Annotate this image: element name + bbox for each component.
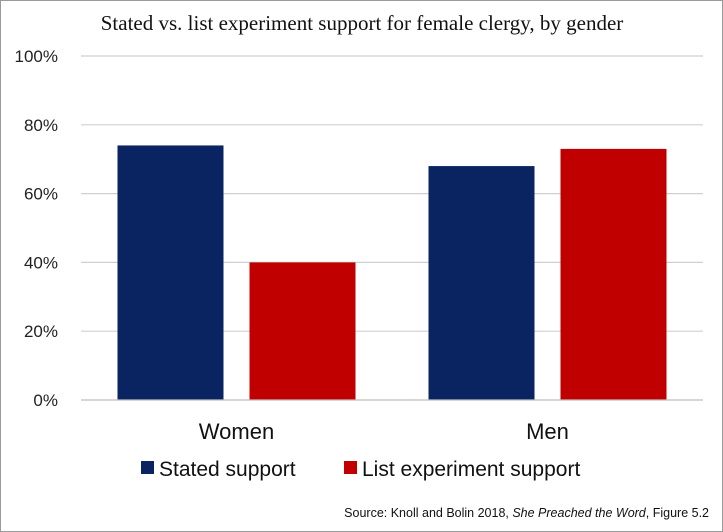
x-category-label: Women [199, 419, 274, 444]
bar-men-list-experiment [560, 148, 667, 400]
bar-women-list-experiment [249, 262, 356, 400]
legend-label: List experiment support [362, 458, 580, 481]
x-category-label: Men [526, 419, 569, 444]
y-tick-label: 0% [33, 391, 58, 410]
y-tick-label: 40% [24, 253, 58, 272]
chart-title: Stated vs. list experiment support for f… [101, 11, 624, 35]
y-tick-label: 100% [15, 47, 58, 66]
source-prefix: Source: Knoll and Bolin 2018, [344, 506, 512, 520]
bar-women-stated [117, 145, 224, 400]
y-tick-label: 80% [24, 116, 58, 135]
bar-men-stated [428, 166, 535, 400]
y-tick-label: 60% [24, 185, 58, 204]
y-tick-label: 20% [24, 322, 58, 341]
source-note: Source: Knoll and Bolin 2018, She Preach… [344, 506, 709, 520]
bars [117, 145, 667, 400]
legend-swatch-stated [141, 461, 154, 474]
source-book-title: She Preached the Word [512, 506, 646, 520]
legend: Stated support List experiment support [141, 458, 580, 481]
source-suffix: , Figure 5.2 [646, 506, 709, 520]
x-axis-categories: Women Men [199, 419, 569, 444]
legend-swatch-list-experiment [344, 461, 357, 474]
legend-label: Stated support [159, 458, 296, 481]
y-axis-ticks: 0% 20% 40% 60% 80% 100% [15, 47, 58, 410]
